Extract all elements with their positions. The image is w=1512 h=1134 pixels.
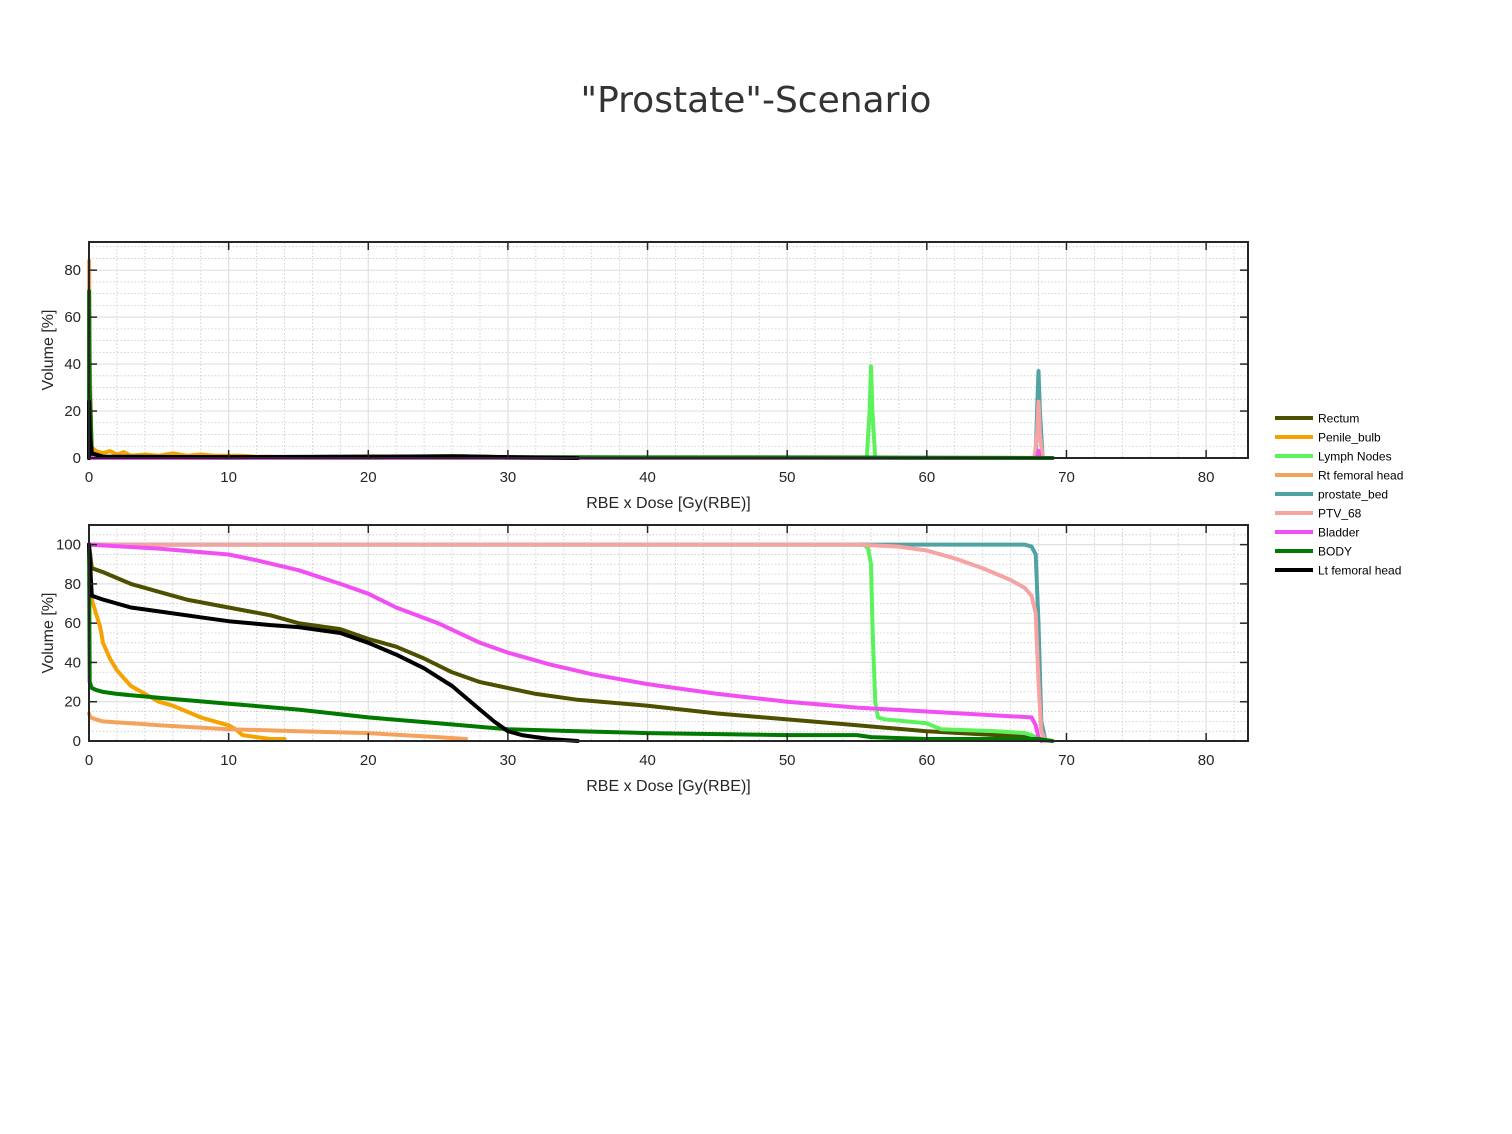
series-line-rt-femoral-head: [87, 711, 468, 741]
legend-item: Bladder: [1275, 526, 1359, 540]
x-tick-label: 0: [85, 752, 93, 769]
legend-label: Lt femoral head: [1318, 564, 1401, 578]
series-line-lt-femoral-head: [87, 542, 580, 743]
series-line-ptv-68: [87, 542, 1048, 743]
y-axis-label: Volume [%]: [40, 310, 57, 391]
y-tick-label: 0: [73, 450, 81, 467]
legend-item: Rectum: [1275, 412, 1359, 426]
x-tick-label: 0: [85, 469, 93, 486]
x-tick-label: 20: [360, 752, 377, 769]
x-tick-label: 70: [1058, 752, 1075, 769]
x-tick-label: 50: [779, 752, 796, 769]
x-tick-label: 20: [360, 469, 377, 486]
legend-label: Lymph Nodes: [1318, 450, 1392, 464]
x-tick-label: 10: [220, 752, 237, 769]
legend-item: BODY: [1275, 545, 1352, 559]
y-tick-label: 100: [56, 537, 81, 554]
x-tick-label: 10: [220, 469, 237, 486]
axes-box: [88, 524, 1249, 742]
legend-label: PTV_68: [1318, 507, 1362, 521]
minor-grid: [89, 242, 1248, 458]
x-tick-label: 60: [918, 469, 935, 486]
legend-item: Lymph Nodes: [1275, 450, 1392, 464]
x-axis-label: RBE x Dose [Gy(RBE)]: [586, 495, 750, 512]
y-tick-label: 80: [64, 576, 81, 593]
series-line-rectum: [87, 542, 1048, 743]
plot-area: [89, 242, 1248, 458]
y-tick-label: 40: [64, 654, 81, 671]
series-line-penile-bulb: [87, 581, 287, 741]
legend-item: Penile_bulb: [1275, 431, 1381, 445]
differential-dvh-panel: 0 10 20 30 40 50 60 70 80 0 20 40 60 80 RBE x Dose [Gy…: [40, 241, 1249, 512]
legend-label: Rectum: [1318, 412, 1359, 426]
legend-label: Bladder: [1318, 526, 1359, 540]
legend-label: BODY: [1318, 545, 1352, 559]
legend: Rectum Penile_bulb Lymph Nodes Rt femoral h…: [1275, 412, 1403, 578]
y-tick-label: 20: [64, 694, 81, 711]
y-axis-label: Volume [%]: [40, 593, 57, 674]
y-tick-label: 0: [73, 733, 81, 750]
y-tick-label: 60: [64, 309, 81, 326]
series-line-body: [87, 542, 1055, 743]
x-axis-label: RBE x Dose [Gy(RBE)]: [586, 778, 750, 795]
x-tick-label: 30: [500, 752, 517, 769]
axes-box: [88, 241, 1249, 459]
y-tick-label: 80: [64, 262, 81, 279]
legend-item: Lt femoral head: [1275, 564, 1401, 578]
series-line-bladder: [87, 542, 1044, 743]
minor-grid: [89, 524, 1248, 741]
x-tick-label: 50: [779, 469, 796, 486]
legend-item: prostate_bed: [1275, 488, 1388, 502]
legend-label: Penile_bulb: [1318, 431, 1381, 445]
series-line-lymph-nodes: [87, 542, 1048, 743]
y-tick-label: 40: [64, 356, 81, 373]
x-tick-label: 40: [639, 752, 656, 769]
x-tick-label: 30: [500, 469, 517, 486]
cumulative-dvh-panel: 0 10 20 30 40 50 60 70 80 0 20 40 60 80 100 RBE x Dose …: [40, 524, 1249, 795]
legend-label: prostate_bed: [1318, 488, 1388, 502]
legend-item: PTV_68: [1275, 507, 1362, 521]
x-tick-label: 80: [1198, 469, 1215, 486]
x-tick-label: 80: [1198, 752, 1215, 769]
legend-item: Rt femoral head: [1275, 469, 1403, 483]
y-tick-label: 60: [64, 615, 81, 632]
x-tick-label: 70: [1058, 469, 1075, 486]
y-tick-label: 20: [64, 403, 81, 420]
slide-title: "Prostate"-Scenario: [580, 80, 932, 121]
x-tick-label: 60: [918, 752, 935, 769]
legend-label: Rt femoral head: [1318, 469, 1403, 483]
x-tick-label: 40: [639, 469, 656, 486]
